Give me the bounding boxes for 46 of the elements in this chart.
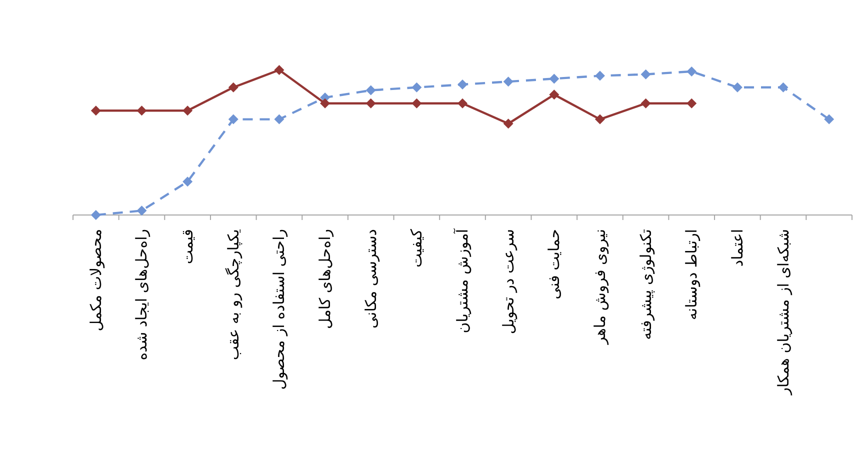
x-tick-label: شبکه‌ای از مشتریان همکار: [774, 229, 792, 396]
x-tick-label: حمایت فنی: [545, 229, 564, 300]
x-tick-label: ارتباط دوستانه: [682, 229, 701, 320]
point: [549, 90, 560, 100]
point: [732, 82, 742, 92]
point: [274, 65, 284, 75]
point: [366, 98, 376, 108]
x-tick-label: راه‌حل‌های ایجاد شده: [132, 229, 151, 360]
x-tick-label: راحتی استفاده از محصول: [270, 229, 288, 390]
point: [503, 76, 514, 87]
x-tick-label: قیمت: [178, 229, 197, 264]
point: [90, 210, 101, 220]
point: [228, 82, 238, 92]
x-tick-label: تکنولوژی پیشرفته: [636, 229, 655, 340]
point: [594, 70, 605, 81]
point: [136, 106, 147, 116]
x-tick-label: کیفیت: [408, 228, 426, 268]
point: [686, 66, 697, 76]
point: [640, 69, 651, 80]
point: [366, 85, 376, 96]
point: [320, 98, 330, 108]
point: [274, 114, 284, 124]
point: [182, 176, 193, 187]
point: [686, 98, 697, 108]
point: [640, 98, 651, 108]
point: [824, 114, 834, 124]
x-tick-label: اعتماد: [728, 229, 746, 267]
point: [412, 98, 422, 108]
point: [90, 106, 101, 116]
x-tick-label: سرعت در تحویل: [499, 229, 518, 334]
point: [412, 82, 422, 92]
point: [503, 118, 514, 129]
point: [549, 74, 560, 84]
x-tick-label: یکپارچگی رو به عقب: [224, 229, 242, 360]
x-tick-label: آموزش مشتریان: [452, 228, 472, 334]
x-tick-label: راه‌حل‌های کامل: [316, 229, 334, 329]
point: [458, 80, 468, 90]
x-tick-label: دسترسی مکانی: [362, 229, 380, 328]
point: [182, 106, 193, 116]
x-tick-label: نیروی فروش ماهر: [590, 229, 609, 346]
point: [778, 82, 788, 92]
point: [458, 98, 468, 108]
x-tick-label: محصولات مکمل: [86, 229, 105, 332]
point: [136, 206, 147, 216]
point: [594, 114, 605, 124]
point: [228, 114, 238, 124]
